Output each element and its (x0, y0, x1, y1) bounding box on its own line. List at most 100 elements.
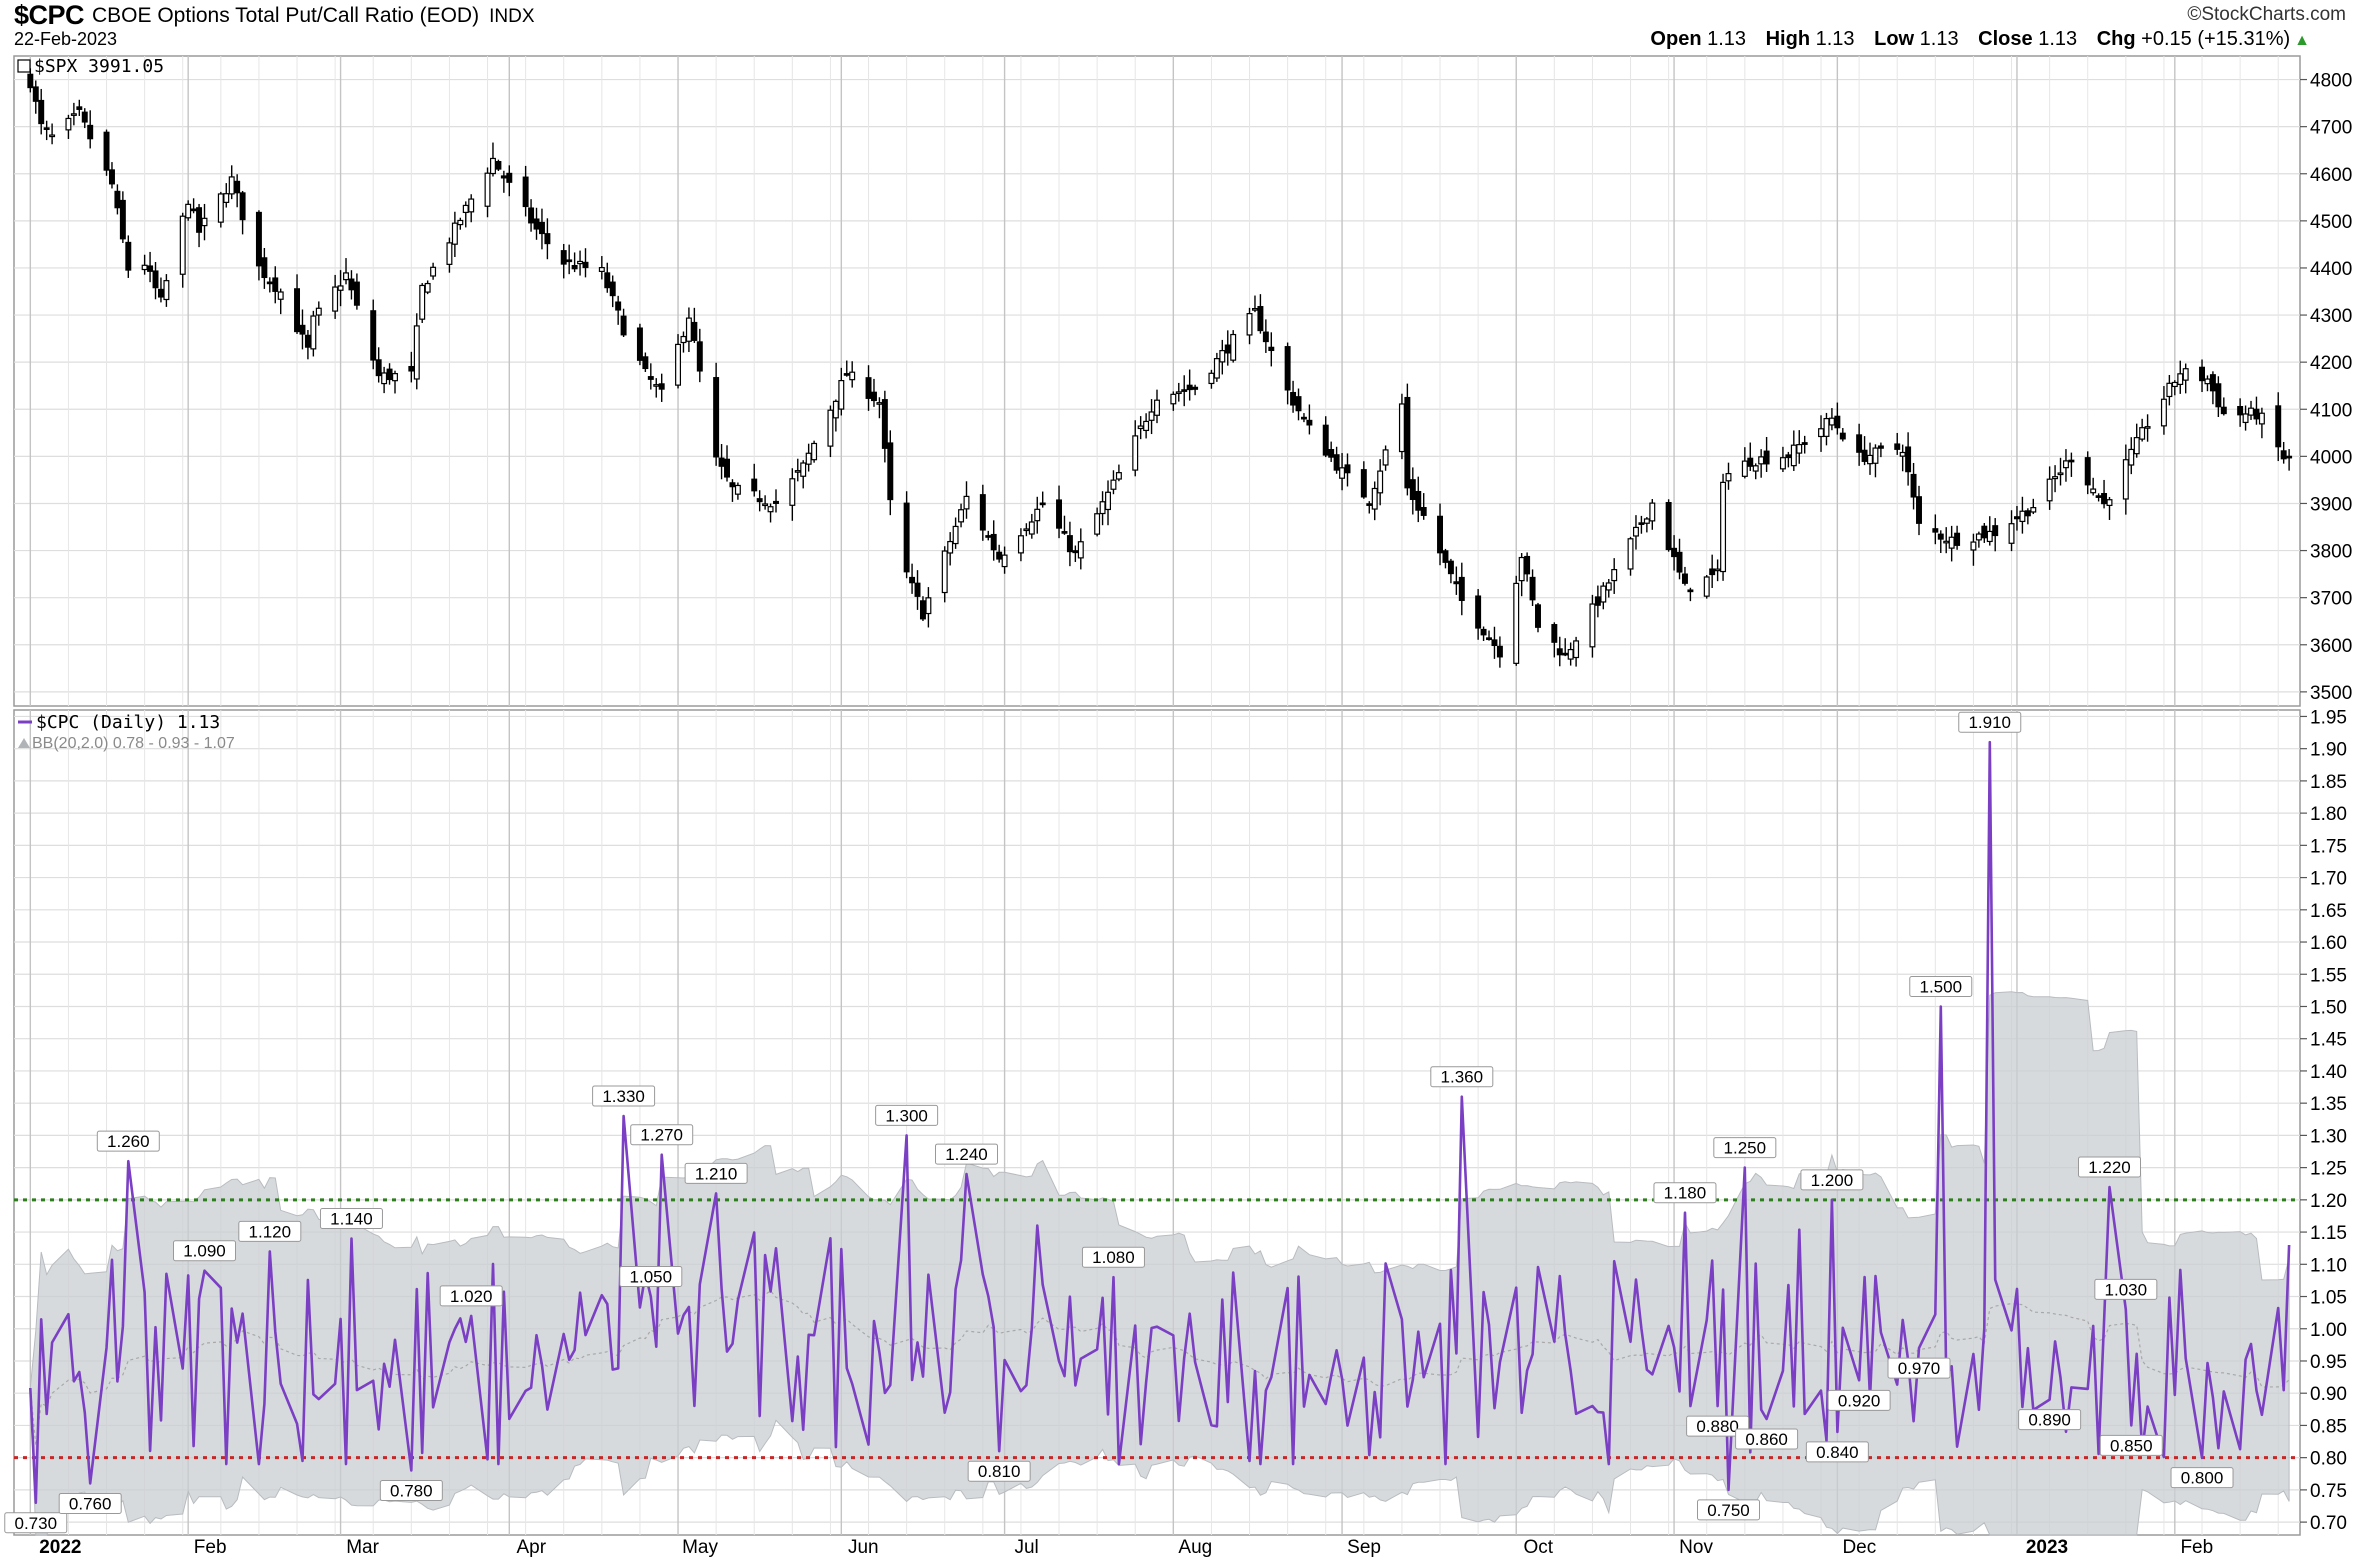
close-label: Close (1978, 28, 2033, 50)
candle-body (375, 359, 382, 377)
candle (1709, 554, 1716, 588)
candle (1747, 442, 1754, 471)
candle (1877, 442, 1884, 458)
candle (566, 244, 573, 275)
candle-body (1491, 639, 1498, 647)
candle (1796, 430, 1803, 464)
candle-body (1001, 554, 1008, 568)
candle-body (876, 402, 883, 405)
candle-body (157, 288, 164, 298)
candle (1899, 444, 1906, 472)
candle-body (1415, 490, 1422, 511)
candle (582, 248, 589, 278)
candle (1632, 515, 1639, 550)
x-axis-label: Feb (194, 1537, 227, 1558)
candle (1213, 352, 1220, 382)
bb-legend-label: BB(20,2.0) 0.78 - 0.93 - 1.07 (32, 735, 235, 752)
x-axis-label: 2023 (2026, 1537, 2068, 1558)
candle-body (451, 222, 458, 245)
candle (484, 167, 491, 218)
candle (2275, 392, 2282, 462)
candle (489, 142, 496, 177)
candle (658, 373, 665, 402)
candle-body (1905, 446, 1912, 473)
candle-body (49, 134, 56, 138)
candle-body (370, 310, 377, 361)
candle-body (522, 176, 529, 208)
candle (675, 334, 682, 389)
candle-body (266, 281, 273, 285)
candle-body (255, 211, 262, 267)
candle-body (560, 250, 567, 265)
x-axis-label: May (682, 1537, 718, 1558)
candle (196, 203, 203, 248)
candle-body (1562, 652, 1569, 656)
candle-body (108, 169, 115, 185)
spx-y-tick-label: 3700 (2310, 589, 2352, 610)
candle-body (462, 204, 469, 214)
candle (958, 503, 965, 528)
cpc-y-tick-label: 0.95 (2310, 1352, 2347, 1373)
candle-body (1556, 648, 1563, 656)
data-label-box (2170, 1467, 2234, 1489)
candle-body (832, 400, 839, 419)
cpc-y-tick-label: 0.70 (2310, 1513, 2347, 1534)
candle-body (1034, 508, 1041, 522)
cpc-y-tick-label: 1.80 (2310, 804, 2347, 825)
cpc-data-label: 1.140 (330, 1210, 373, 1229)
candle (2182, 363, 2189, 394)
cpc-y-tick-label: 1.35 (2310, 1094, 2347, 1115)
candle-body (680, 335, 687, 344)
candle (1475, 589, 1482, 640)
spx-candles: $SPX 3991.05 (17, 56, 2293, 668)
spx-y-tick-label: 3600 (2310, 636, 2352, 657)
candle-body (952, 525, 959, 545)
candle-body (1154, 399, 1160, 416)
candle-body (1818, 428, 1825, 438)
candle-body (1535, 604, 1541, 628)
candle-body (870, 391, 877, 402)
candle-body (538, 221, 545, 235)
candle-body (381, 372, 388, 385)
candle (1115, 464, 1122, 482)
candle-body (544, 233, 551, 245)
candle (1676, 538, 1683, 580)
candle-body (1605, 582, 1612, 591)
candle-body (2139, 427, 2146, 440)
candle-body (887, 442, 894, 501)
candle-body (2182, 368, 2189, 381)
candle-body (304, 334, 311, 348)
candle (800, 460, 807, 489)
x-axis-label: Oct (1523, 1537, 1553, 1558)
candle-body (1404, 396, 1411, 489)
candle (1175, 382, 1182, 402)
candle (1524, 552, 1531, 582)
candle-body (408, 365, 415, 372)
candle-body (1703, 576, 1710, 597)
candle (1344, 453, 1351, 487)
candle (1496, 636, 1503, 668)
candle (1257, 294, 1264, 334)
candle-body (794, 470, 801, 473)
x-axis-label: Apr (517, 1537, 547, 1558)
candle-body (1328, 449, 1335, 458)
candle (272, 266, 279, 304)
candle-body (152, 270, 159, 289)
candle-body (38, 99, 45, 125)
candle-body (577, 260, 584, 265)
candle-body (582, 261, 589, 269)
candle-body (1377, 470, 1384, 494)
candle-body (1823, 417, 1830, 437)
candle (1823, 412, 1830, 446)
candle (1143, 413, 1150, 439)
cpc-y-tick-label: 1.70 (2310, 869, 2347, 890)
candle-body (315, 307, 322, 316)
cpc-y-tick-label: 1.90 (2310, 740, 2347, 761)
candle-body (734, 484, 741, 495)
candle (1442, 548, 1449, 569)
candle-body (985, 535, 992, 538)
candle (38, 88, 45, 135)
candle-body (1954, 532, 1961, 546)
candle (468, 194, 475, 223)
candle (2286, 449, 2293, 471)
